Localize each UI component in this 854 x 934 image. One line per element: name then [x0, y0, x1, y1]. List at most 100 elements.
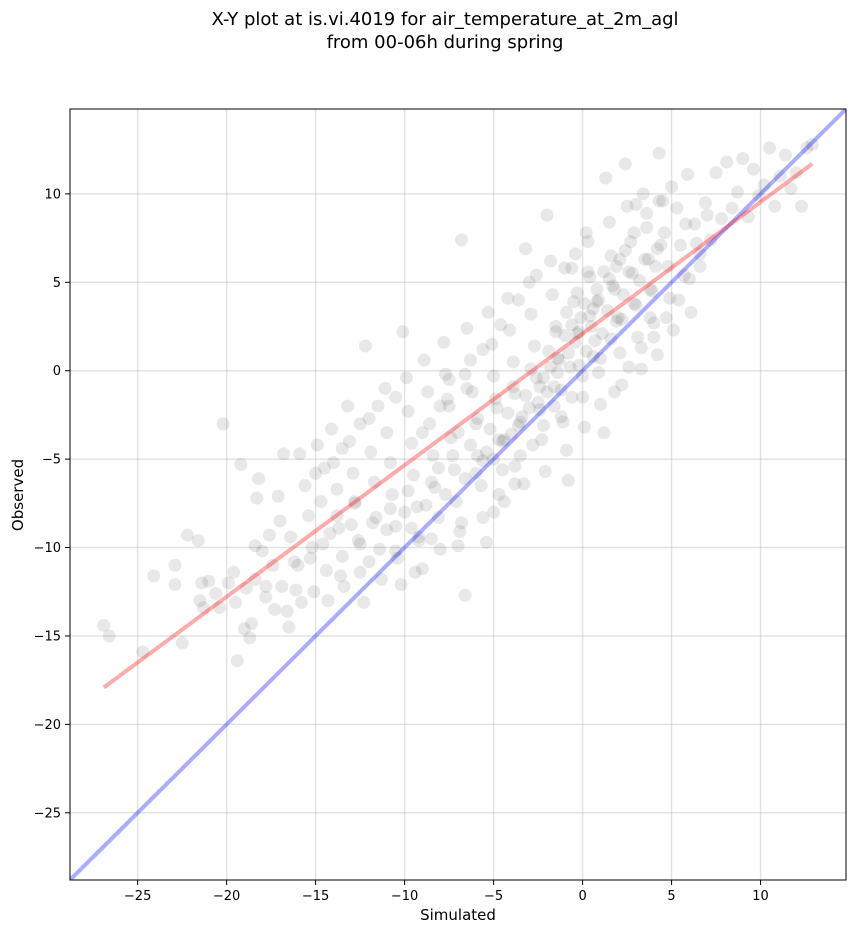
data-point	[549, 325, 563, 339]
data-point	[501, 291, 515, 305]
data-point	[551, 351, 565, 365]
data-point	[652, 146, 666, 160]
data-point	[180, 528, 194, 542]
data-point	[389, 390, 403, 404]
data-point	[638, 252, 652, 266]
data-point	[444, 431, 458, 445]
data-point	[460, 321, 474, 335]
data-point	[620, 199, 634, 213]
data-point	[353, 417, 367, 431]
data-point	[325, 422, 339, 436]
data-point	[650, 348, 664, 362]
x-axis-label: Simulated	[420, 906, 496, 924]
data-point	[641, 252, 655, 266]
data-point	[522, 275, 536, 289]
data-point	[309, 466, 323, 480]
data-point	[533, 403, 547, 417]
data-point	[476, 342, 490, 356]
data-point	[353, 537, 367, 551]
data-point	[622, 265, 636, 279]
data-point	[433, 399, 447, 413]
data-point	[522, 401, 536, 415]
data-point	[415, 426, 429, 440]
data-point	[633, 274, 647, 288]
data-point	[604, 249, 618, 263]
data-point	[524, 307, 538, 321]
data-point	[615, 378, 629, 392]
data-point	[330, 482, 344, 496]
data-point	[195, 576, 209, 590]
data-point	[611, 311, 625, 325]
data-point	[551, 365, 565, 379]
data-point	[230, 654, 244, 668]
data-point	[609, 259, 623, 273]
data-point	[492, 488, 506, 501]
data-point	[508, 477, 522, 491]
data-point	[248, 572, 262, 586]
data-point	[415, 562, 429, 576]
data-point	[221, 576, 235, 590]
data-point	[547, 399, 561, 413]
data-point	[570, 286, 584, 300]
data-point	[136, 645, 150, 659]
data-point	[617, 288, 631, 302]
data-point	[280, 604, 294, 618]
data-point	[528, 339, 542, 353]
data-point	[538, 465, 552, 479]
data-point	[700, 208, 714, 222]
data-point	[629, 298, 643, 312]
data-point	[599, 171, 613, 185]
data-point	[536, 419, 550, 433]
data-point	[287, 555, 301, 569]
data-point	[463, 353, 477, 367]
data-point	[650, 242, 664, 256]
data-point	[586, 350, 600, 364]
data-point	[720, 155, 734, 169]
data-point	[506, 355, 520, 369]
data-point	[396, 325, 410, 339]
data-point	[618, 157, 632, 171]
data-point	[371, 399, 385, 413]
data-point	[275, 579, 289, 593]
y-tick-label: −15	[34, 629, 61, 644]
data-point	[519, 388, 533, 402]
data-point	[590, 282, 604, 296]
data-point	[574, 311, 588, 325]
data-point	[595, 327, 609, 341]
data-point	[423, 417, 437, 431]
data-point	[451, 539, 465, 553]
data-point	[348, 495, 362, 509]
data-point	[805, 137, 819, 151]
data-point	[689, 236, 703, 250]
data-point	[495, 463, 509, 477]
data-point	[326, 456, 340, 470]
data-point	[383, 502, 397, 516]
data-point	[565, 390, 579, 404]
grid-lines	[70, 109, 846, 880]
data-point	[405, 436, 419, 450]
data-point	[394, 578, 408, 592]
data-point	[640, 206, 654, 220]
data-point	[615, 312, 629, 326]
data-point	[346, 466, 360, 480]
data-point	[458, 588, 472, 602]
data-point	[362, 411, 376, 425]
data-point	[471, 449, 485, 463]
data-point	[613, 252, 627, 266]
data-point	[584, 320, 598, 334]
data-point	[439, 488, 453, 501]
data-point	[488, 392, 502, 406]
data-point	[693, 247, 707, 261]
data-point	[517, 477, 531, 491]
data-point	[369, 510, 383, 524]
data-point	[698, 196, 712, 210]
data-point	[417, 353, 431, 367]
data-point	[556, 415, 570, 429]
data-point	[627, 226, 641, 240]
data-point	[273, 514, 287, 528]
y-tick-label: −5	[42, 453, 61, 468]
data-point	[579, 344, 593, 358]
data-point	[284, 530, 298, 544]
data-point	[442, 399, 456, 413]
data-point	[463, 438, 477, 452]
